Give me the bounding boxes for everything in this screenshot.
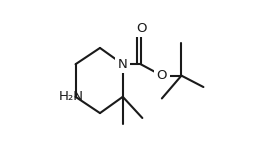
Text: O: O [136,22,147,35]
Text: H₂N: H₂N [58,90,83,103]
Text: N: N [118,58,128,71]
Text: O: O [157,69,167,82]
